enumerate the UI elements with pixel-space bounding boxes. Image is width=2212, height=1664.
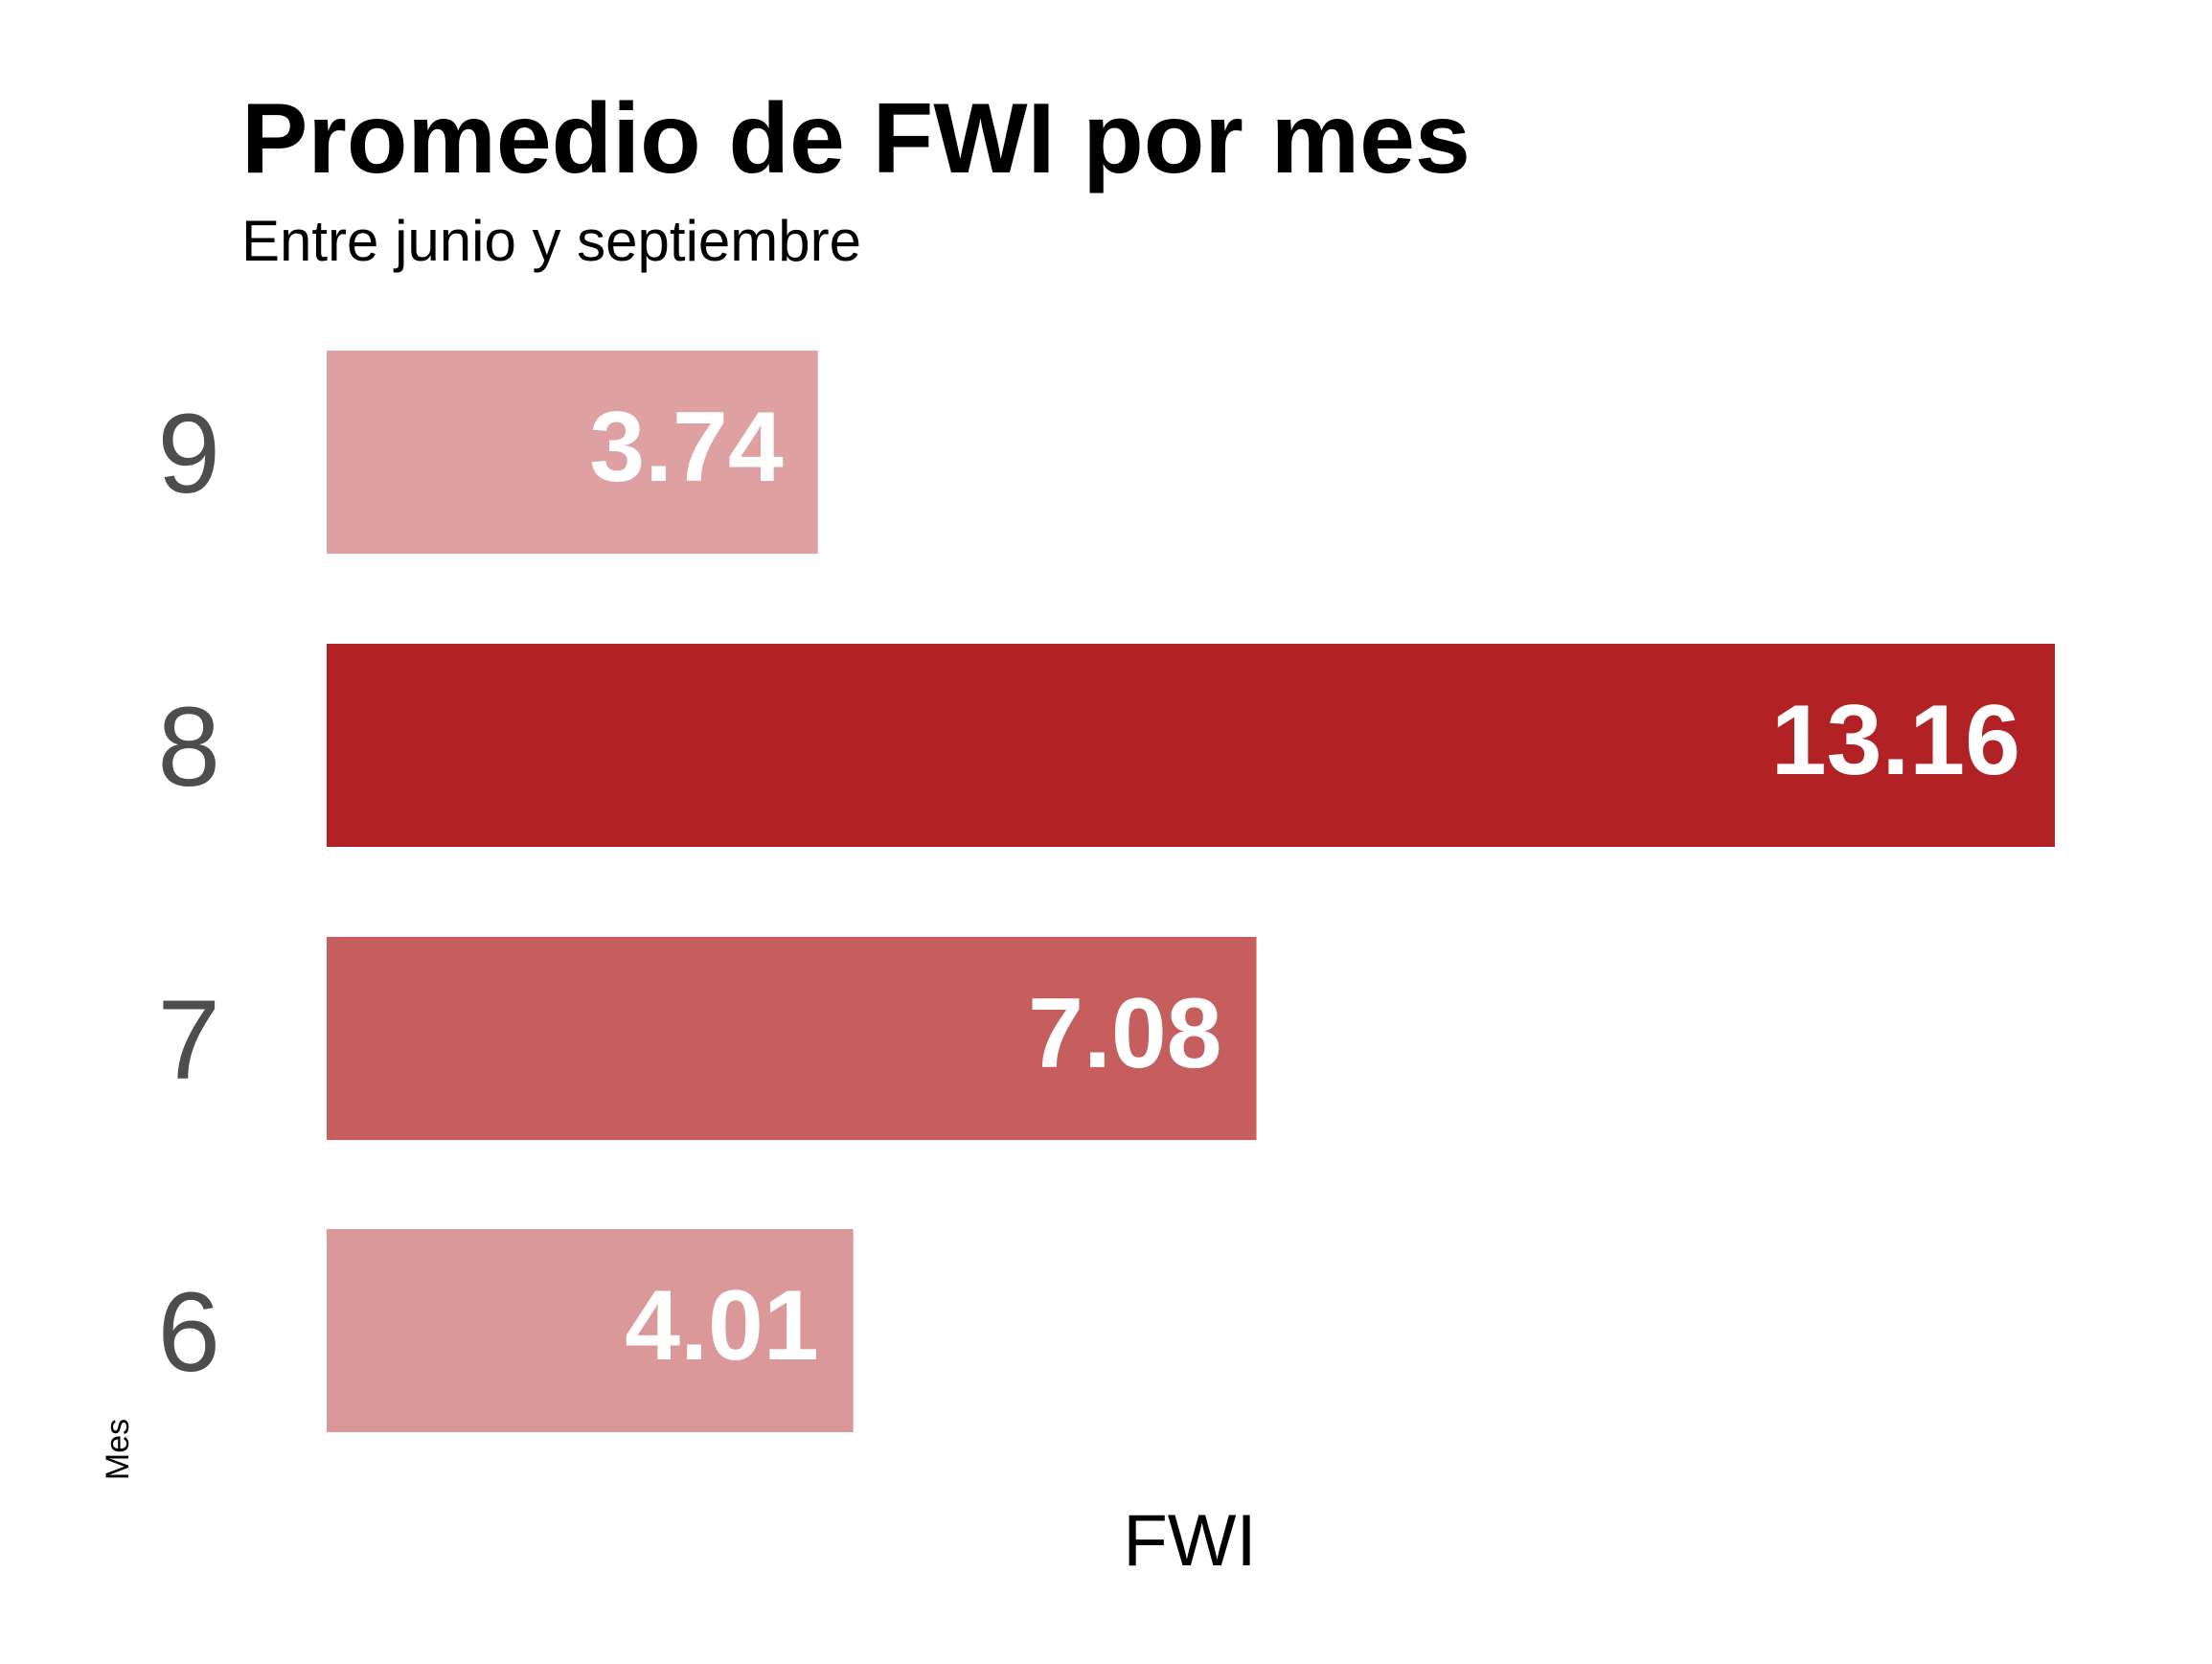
- bars-group: [327, 351, 2055, 1432]
- y-tick-label-8: 8: [157, 684, 220, 810]
- value-label-mes-8: 13.16: [1771, 685, 2020, 796]
- value-label-mes-7: 7.08: [1028, 978, 1221, 1089]
- x-axis-label: FWI: [1123, 1500, 1256, 1582]
- value-label-mes-9: 3.74: [589, 392, 784, 503]
- y-tick-label-9: 9: [157, 391, 220, 517]
- bar-mes-7: [327, 937, 1257, 1140]
- y-tick-label-7: 7: [157, 977, 220, 1104]
- value-label-mes-6: 4.01: [625, 1270, 818, 1381]
- y-tick-label-6: 6: [157, 1269, 220, 1396]
- y-axis-label: Mes: [100, 1419, 136, 1480]
- value-labels: 4.01 7.08 13.16 3.74: [589, 392, 2020, 1381]
- bar-mes-8: [327, 644, 2055, 847]
- chart-title: Promedio de FWI por mes: [241, 83, 1471, 194]
- bar-mes-6: [327, 1229, 854, 1432]
- y-tick-labels: 6 7 8 9: [157, 391, 220, 1396]
- chart-subtitle: Entre junio y septiembre: [241, 209, 861, 273]
- bar-mes-9: [327, 351, 818, 554]
